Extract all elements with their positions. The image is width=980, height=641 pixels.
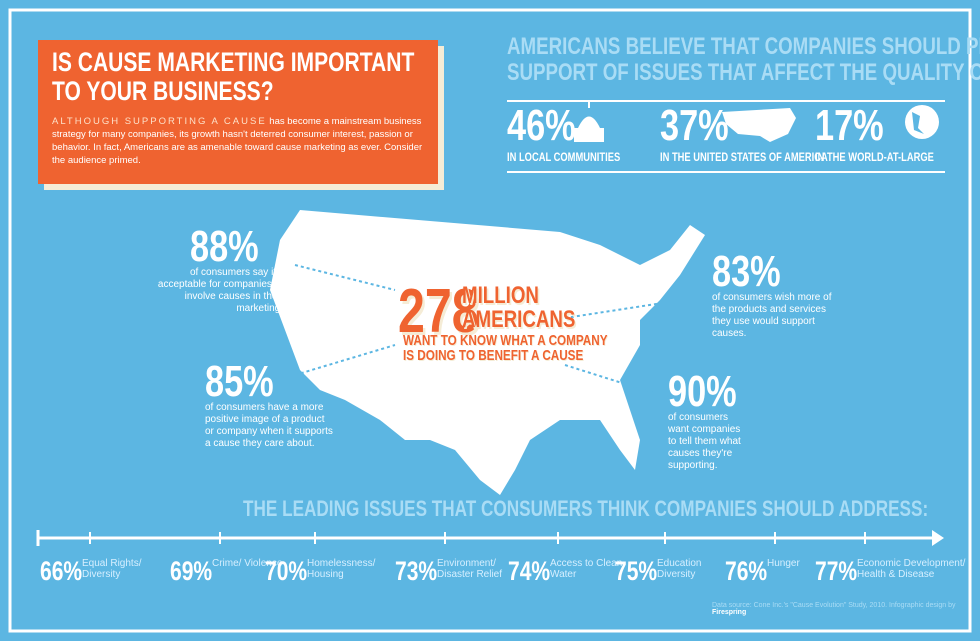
issue-label: Education Diversity bbox=[657, 558, 702, 580]
intro-lead: ALTHOUGH SUPPORTING A CAUSE bbox=[52, 116, 267, 127]
issue-label: Access to Clean Water bbox=[550, 558, 623, 580]
stat-text: of consumers wish more of the products a… bbox=[712, 292, 832, 339]
stat-text: of consumers want companies to tell them… bbox=[668, 412, 741, 471]
title-line: IS CAUSE MARKETING IMPORTANT bbox=[52, 47, 415, 77]
issue-value: 76% bbox=[725, 556, 768, 586]
intro-body: has become a mainstream business strateg… bbox=[52, 116, 423, 166]
priority-value: 37% bbox=[660, 101, 729, 150]
globe-icon bbox=[905, 105, 939, 139]
issue-label: Economic Development/ Health & Disease bbox=[857, 558, 966, 580]
priority-value: 17% bbox=[815, 101, 884, 150]
priority-label: IN LOCAL COMMUNITIES bbox=[507, 150, 621, 164]
title: IS CAUSE MARKETING IMPORTANT TO YOUR BUSI… bbox=[52, 48, 414, 106]
title-line: AMERICANS BELIEVE THAT COMPANIES SHOULD … bbox=[507, 33, 980, 60]
intro: ALTHOUGH SUPPORTING A CAUSE has become a… bbox=[52, 115, 432, 167]
issue-value: 73% bbox=[395, 556, 438, 586]
globe-land bbox=[912, 112, 924, 134]
center-text: WANT TO KNOW WHAT A COMPANY IS DOING TO B… bbox=[403, 333, 608, 363]
text-line: WANT TO KNOW WHAT A COMPANY bbox=[403, 332, 608, 349]
stat-value: 83% bbox=[712, 247, 781, 296]
priorities-title: AMERICANS BELIEVE THAT COMPANIES SHOULD … bbox=[507, 34, 980, 86]
stat-value: 90% bbox=[668, 367, 737, 416]
priority-label: IN THE WORLD-AT-LARGE bbox=[815, 150, 934, 164]
unit-line: MILLION bbox=[462, 282, 539, 309]
center-unit: MILLION AMERICANS bbox=[462, 284, 575, 332]
priority-label: IN THE UNITED STATES OF AMERICA bbox=[660, 150, 828, 164]
center-number: 278 bbox=[398, 277, 479, 346]
issues-title: THE LEADING ISSUES THAT CONSUMERS THINK … bbox=[243, 496, 929, 521]
usa-icon bbox=[722, 108, 796, 142]
capitol-icon bbox=[574, 100, 604, 142]
stat-value: 85% bbox=[205, 357, 274, 406]
issue-value: 77% bbox=[815, 556, 858, 586]
issue-value: 69% bbox=[170, 556, 213, 586]
stat-text: of consumers say it's acceptable for com… bbox=[157, 267, 283, 314]
brand: Firespring bbox=[712, 609, 747, 616]
issue-value: 75% bbox=[615, 556, 658, 586]
issue-value: 66% bbox=[40, 556, 83, 586]
us-map bbox=[270, 210, 705, 495]
issue-label: Equal Rights/ Diversity bbox=[82, 558, 142, 580]
issue-label: Environment/ Disaster Relief bbox=[437, 558, 503, 580]
priority-value: 46% bbox=[507, 101, 576, 150]
issue-label: Hunger bbox=[767, 558, 800, 569]
title-line: TO YOUR BUSINESS? bbox=[52, 76, 274, 106]
issue-label: Homelessness/ Housing bbox=[307, 558, 376, 580]
stat-text: of consumers have a more positive image … bbox=[205, 402, 333, 449]
source: Data source: Cone Inc.'s "Cause Evolutio… bbox=[712, 602, 956, 609]
title-line: SUPPORT OF ISSUES THAT AFFECT THE QUALIT… bbox=[507, 59, 980, 86]
stat-value: 88% bbox=[190, 222, 259, 271]
timeline-arrow bbox=[932, 530, 944, 546]
orange-box bbox=[38, 40, 438, 184]
issue-value: 70% bbox=[265, 556, 308, 586]
footer: Data source: Cone Inc.'s "Cause Evolutio… bbox=[712, 602, 980, 616]
frame bbox=[8, 8, 972, 633]
issue-label: Crime/ Violence bbox=[212, 558, 283, 569]
issue-value: 74% bbox=[508, 556, 551, 586]
text-line: IS DOING TO BENEFIT A CAUSE bbox=[403, 347, 584, 364]
unit-line: AMERICANS bbox=[462, 306, 576, 333]
pointer-lines bbox=[294, 264, 696, 396]
